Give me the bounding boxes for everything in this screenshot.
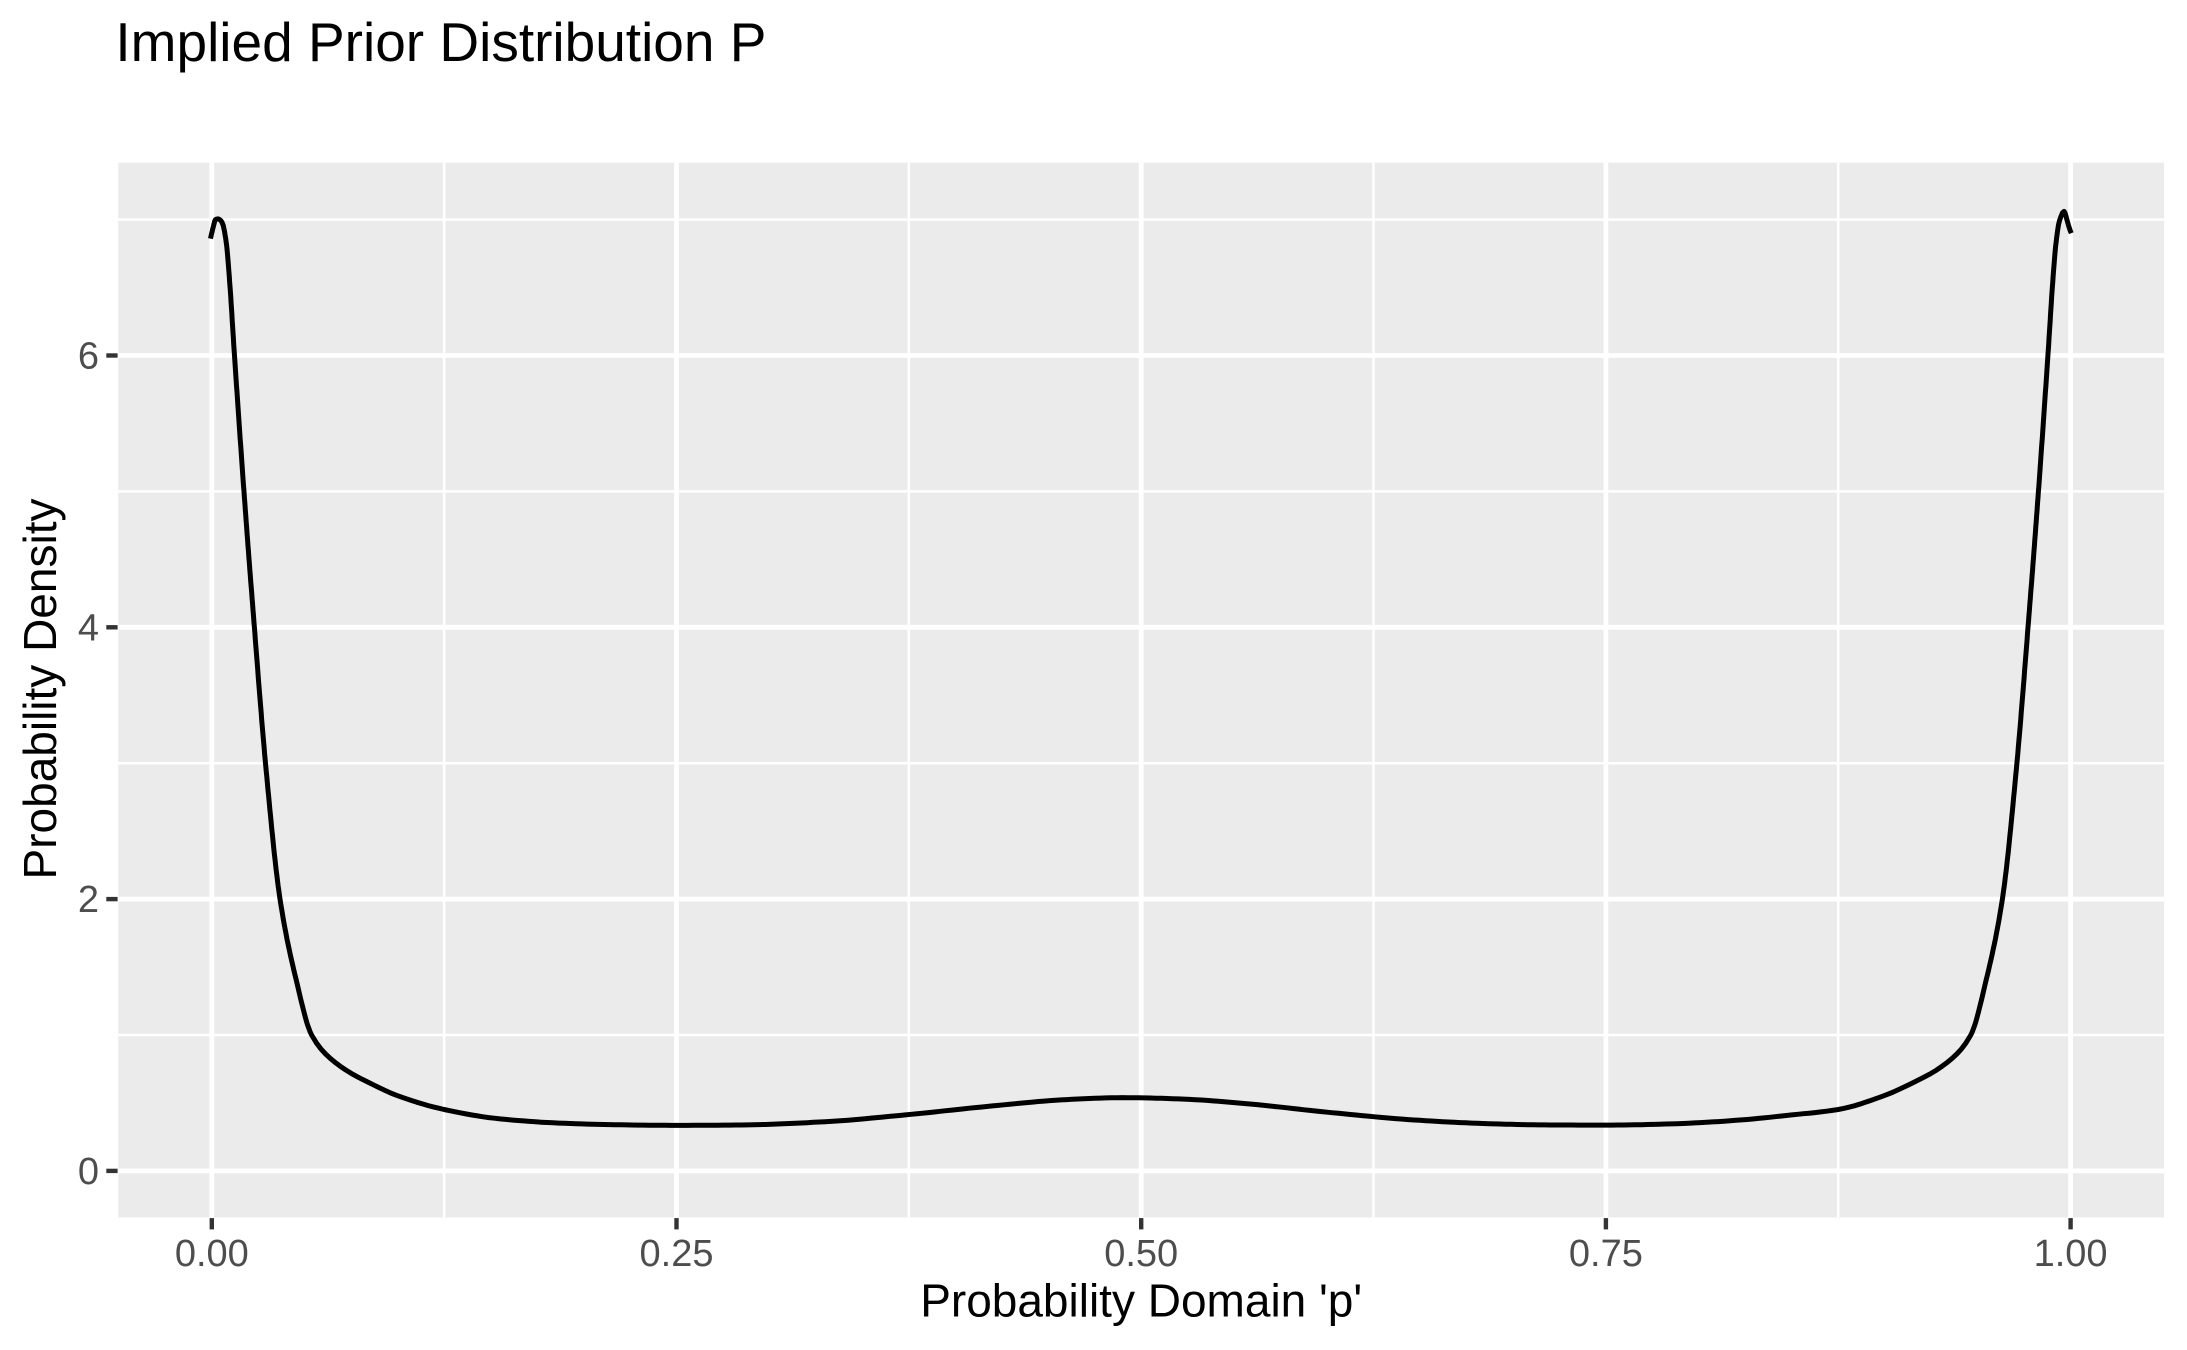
svg-text:Probability Density: Probability Density (14, 499, 66, 880)
svg-text:Probability Domain 'p': Probability Domain 'p' (920, 1274, 1362, 1326)
svg-text:2: 2 (78, 879, 99, 921)
svg-text:0.00: 0.00 (175, 1233, 249, 1275)
svg-text:Implied Prior Distribution P: Implied Prior Distribution P (115, 11, 766, 73)
svg-text:1.00: 1.00 (2034, 1233, 2108, 1275)
svg-text:0.75: 0.75 (1569, 1233, 1643, 1275)
svg-text:4: 4 (78, 607, 99, 649)
svg-text:0.25: 0.25 (640, 1233, 714, 1275)
svg-text:0: 0 (78, 1151, 99, 1193)
svg-text:0.50: 0.50 (1104, 1233, 1178, 1275)
svg-text:6: 6 (78, 336, 99, 378)
